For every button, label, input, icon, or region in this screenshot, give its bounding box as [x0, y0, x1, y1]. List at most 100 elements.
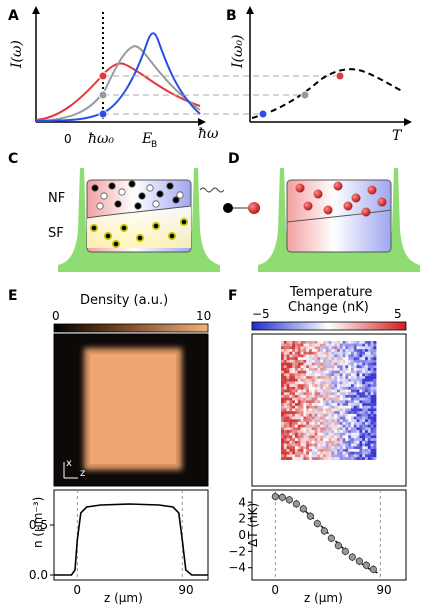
heatmap-cell: [365, 438, 368, 442]
heatmap-cell: [362, 411, 366, 415]
heatmap-cell: [325, 432, 329, 436]
heatmap-cell: [342, 386, 346, 390]
heatmap-cell: [337, 419, 340, 423]
heatmap-cell: [351, 376, 354, 379]
heatmap-cell: [328, 378, 332, 382]
heatmap-cell: [342, 400, 346, 404]
heatmap-cell: [289, 376, 293, 379]
heatmap-cell: [286, 432, 290, 436]
heatmap-cell: [353, 346, 357, 350]
heatmap-cell: [306, 389, 310, 393]
density-xlabel: z (μm): [104, 591, 143, 605]
heatmap-cell: [295, 389, 298, 393]
heatmap-cell: [297, 378, 301, 382]
heatmap-cell: [370, 454, 374, 458]
heatmap-cell: [345, 381, 349, 385]
heatmap-cell: [281, 365, 284, 369]
heatmap-cell: [303, 365, 307, 369]
heatmap-cell: [289, 403, 293, 406]
heatmap-cell: [306, 373, 310, 377]
heatmap-cell: [334, 422, 338, 425]
heatmap-cell: [320, 422, 324, 425]
heatmap-cell: [331, 413, 335, 417]
heatmap-cell: [370, 408, 374, 412]
heatmap-cell: [351, 422, 354, 425]
heatmap-cell: [342, 438, 346, 442]
heatmap-cell: [353, 454, 357, 458]
heatmap-cell: [314, 443, 318, 447]
heatmap-cell: [351, 435, 354, 439]
heatmap-cell: [351, 451, 354, 455]
heatmap-cell: [311, 438, 315, 442]
heatmap-cell: [339, 362, 343, 366]
heatmap-cell: [317, 359, 321, 363]
heatmap-cell: [292, 424, 296, 428]
heatmap-cell: [281, 457, 284, 460]
heatmap-cell: [306, 392, 310, 396]
heatmap-cell: [314, 408, 318, 412]
heatmap-cell: [311, 454, 315, 458]
heatmap-cell: [323, 440, 326, 444]
heatmap-cell: [342, 346, 346, 350]
heatmap-cell: [289, 443, 293, 447]
panel-d: D: [228, 151, 420, 272]
heatmap-cell: [281, 400, 284, 404]
density-cbar-max: 10: [196, 309, 211, 323]
heatmap-cell: [342, 373, 346, 377]
heatmap-cell: [292, 430, 296, 433]
heatmap-cell: [334, 351, 338, 355]
heatmap-cell: [331, 395, 335, 398]
heatmap-cell: [314, 370, 318, 374]
heatmap-cell: [309, 349, 312, 352]
heatmap-cell: [314, 357, 318, 361]
heatmap-cell: [362, 422, 366, 425]
heatmap-cell: [337, 365, 340, 369]
heatmap-cell: [286, 378, 290, 382]
heatmap-cell: [295, 343, 298, 347]
heatmap-cell: [309, 397, 312, 401]
heatmap-cell: [359, 349, 363, 352]
heatmap-cell: [300, 378, 304, 382]
heatmap-cell: [317, 400, 321, 404]
heatmap-cell: [320, 349, 324, 352]
heatmap-cell: [281, 443, 284, 447]
heatmap-cell: [348, 357, 352, 361]
heatmap-cell: [289, 422, 293, 425]
heatmap-cell: [342, 357, 346, 361]
heatmap-cell: [362, 443, 366, 447]
heatmap-cell: [353, 424, 357, 428]
heatmap-cell: [297, 362, 301, 366]
heatmap-cell: [345, 357, 349, 361]
heatmap-cell: [345, 346, 349, 350]
heatmap-cell: [348, 408, 352, 412]
temp-colorbar-title-1: Temperature: [289, 285, 372, 300]
heatmap-cell: [351, 413, 354, 417]
particle-dot: [351, 193, 361, 203]
heatmap-cell: [362, 384, 366, 388]
heatmap-cell: [365, 378, 368, 382]
heatmap-cell: [334, 346, 338, 350]
heatmap-cell: [300, 346, 304, 350]
heatmap-cell: [373, 378, 377, 382]
heatmap-cell: [297, 346, 301, 350]
heatmap-cell: [297, 365, 301, 369]
heatmap-cell: [292, 357, 296, 361]
heatmap-cell: [300, 373, 304, 377]
heatmap-cell: [314, 449, 318, 452]
heatmap-cell: [373, 362, 377, 366]
heatmap-cell: [309, 359, 312, 363]
heatmap-cell: [325, 408, 329, 412]
heatmap-cell: [334, 400, 338, 404]
heatmap-cell: [339, 395, 343, 398]
heatmap-cell: [345, 443, 349, 447]
heatmap-cell: [348, 359, 352, 363]
heatmap-cell: [286, 424, 290, 428]
heatmap-cell: [281, 432, 284, 436]
heatmap-cell: [334, 432, 338, 436]
particle-dot: [146, 184, 154, 192]
heatmap-cell: [331, 343, 335, 347]
heatmap-cell: [328, 343, 332, 347]
heatmap-cell: [356, 384, 360, 388]
heatmap-cell: [359, 416, 363, 420]
heatmap-cell: [281, 351, 284, 355]
